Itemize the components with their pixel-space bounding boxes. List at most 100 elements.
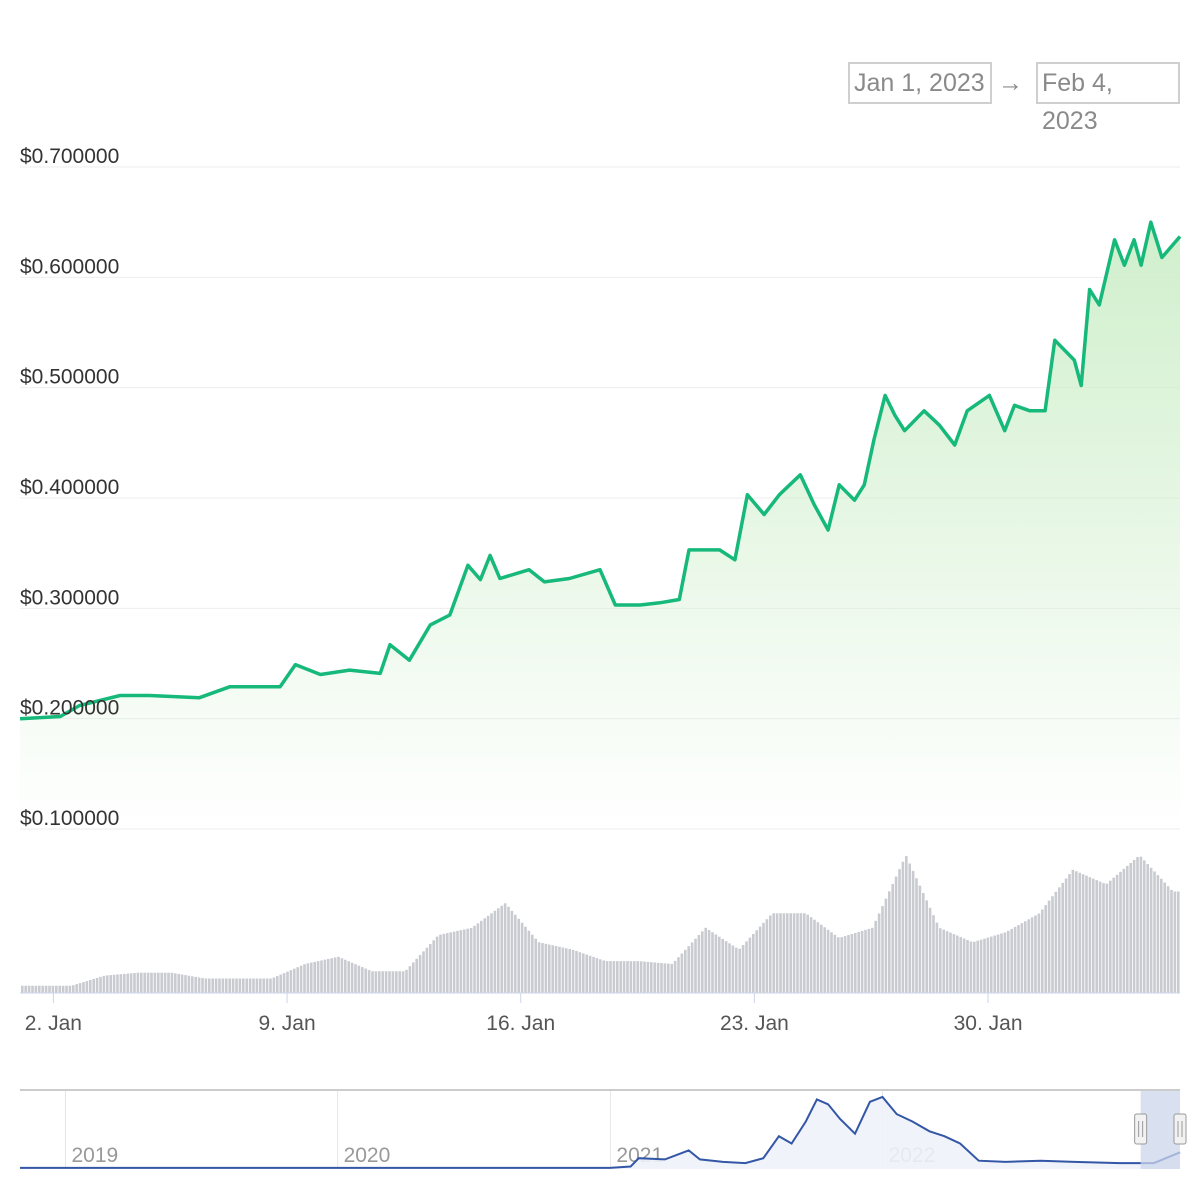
volume-bar [694, 938, 697, 993]
volume-bar [728, 943, 731, 993]
volume-bar [347, 961, 350, 993]
volume-bar [150, 972, 153, 993]
volume-bar [1044, 905, 1047, 993]
volume-bar [136, 972, 140, 993]
volume-bar [1061, 882, 1064, 993]
volume-bar [299, 965, 303, 993]
volume-bar [877, 913, 881, 993]
volume-bar [871, 927, 874, 993]
navigator-handle-left[interactable] [1134, 1113, 1148, 1145]
range-from-input[interactable]: Jan 1, 2023 [848, 62, 992, 104]
volume-bar [697, 935, 701, 993]
volume-bar [418, 955, 422, 993]
volume-bar [78, 983, 82, 993]
volume-bar [486, 915, 490, 993]
y-tick-label: $0.100000 [20, 807, 119, 830]
volume-bar [704, 927, 707, 993]
volume-bar [1105, 883, 1109, 993]
volume-bar [449, 932, 452, 993]
navigator-line [20, 1095, 1181, 1169]
volume-bar [558, 946, 561, 993]
volume-bar [381, 971, 384, 993]
volume-bar [1051, 896, 1054, 993]
navigator-area [20, 1097, 1180, 1169]
volume-bar [656, 962, 660, 993]
volume-bar [242, 978, 245, 993]
volume-bar [170, 972, 174, 993]
volume-bar [187, 975, 191, 993]
volume-bar [639, 961, 643, 993]
volume-bar [1000, 933, 1003, 993]
volume-bar [544, 943, 548, 993]
volume-bar [894, 876, 898, 993]
volume-bar [820, 924, 823, 993]
volume-bar [316, 961, 320, 993]
volume-bar [350, 962, 354, 993]
volume-bar [112, 974, 116, 993]
volume-bar [582, 953, 585, 993]
y-axis-labels: $0.700000 $0.600000 $0.500000 $0.400000 $0.3… [20, 145, 119, 830]
volume-bar [850, 934, 854, 993]
volume-bar [245, 978, 248, 993]
volume-bar [735, 947, 738, 993]
volume-bar [911, 870, 915, 993]
navigator-background [20, 1090, 1180, 1170]
volume-bar [680, 953, 684, 993]
volume-bar [922, 893, 925, 993]
volume-bar [1047, 900, 1051, 993]
volume-bar [524, 926, 527, 993]
volume-bar [1098, 881, 1102, 993]
volume-bar [966, 940, 969, 993]
volume-bar [293, 968, 296, 993]
volume-bar [592, 956, 595, 993]
volume-bar [310, 962, 313, 993]
volume-bar [75, 984, 78, 993]
navigator-handle-right[interactable] [1173, 1113, 1187, 1145]
volume-bar [439, 934, 442, 993]
volume-series [21, 856, 1180, 993]
volume-bar [843, 936, 847, 993]
volume-bar [255, 978, 259, 993]
volume-bar [483, 918, 486, 993]
navigator-selected-range[interactable] [1140, 1091, 1180, 1169]
volume-bar [1017, 925, 1020, 993]
x-tick-label: 9. Jan [258, 1012, 315, 1035]
volume-bar [762, 922, 765, 993]
volume-bar [826, 929, 830, 993]
range-to-input[interactable]: Feb 4, 2023 [1036, 62, 1180, 135]
volume-bar [918, 885, 922, 993]
volume-bar [510, 910, 514, 993]
volume-bar [942, 929, 945, 993]
volume-bar [786, 913, 789, 993]
volume-bar [476, 923, 480, 993]
volume-bar [259, 978, 262, 993]
volume-bar [979, 939, 983, 993]
volume-bar [745, 941, 748, 993]
volume-bar [687, 946, 690, 993]
volume-bar [949, 932, 952, 993]
volume-bar [1173, 891, 1177, 993]
volume-bar [361, 967, 364, 993]
volume-bar [1071, 869, 1075, 993]
volume-bar [177, 973, 180, 993]
navigator[interactable]: 2019202020212022 [20, 1089, 1187, 1170]
volume-bar [568, 948, 571, 993]
volume-bar [748, 937, 752, 993]
volume-bar [432, 940, 435, 993]
volume-bar [197, 977, 201, 993]
y-tick-label: $0.500000 [20, 366, 119, 389]
volume-bar [616, 961, 619, 993]
volume-bar [354, 964, 357, 993]
volume-bar [1088, 877, 1092, 993]
volume-bar [265, 978, 269, 993]
volume-bar [58, 985, 61, 993]
volume-bar [333, 957, 337, 993]
price-area [20, 222, 1180, 829]
volume-bar [884, 898, 888, 993]
volume-bar [429, 943, 432, 993]
volume-bar [1027, 919, 1030, 993]
volume-bar [1129, 862, 1132, 993]
volume-bar [85, 981, 89, 993]
volume-bar [775, 913, 779, 993]
volume-bar [534, 938, 537, 993]
